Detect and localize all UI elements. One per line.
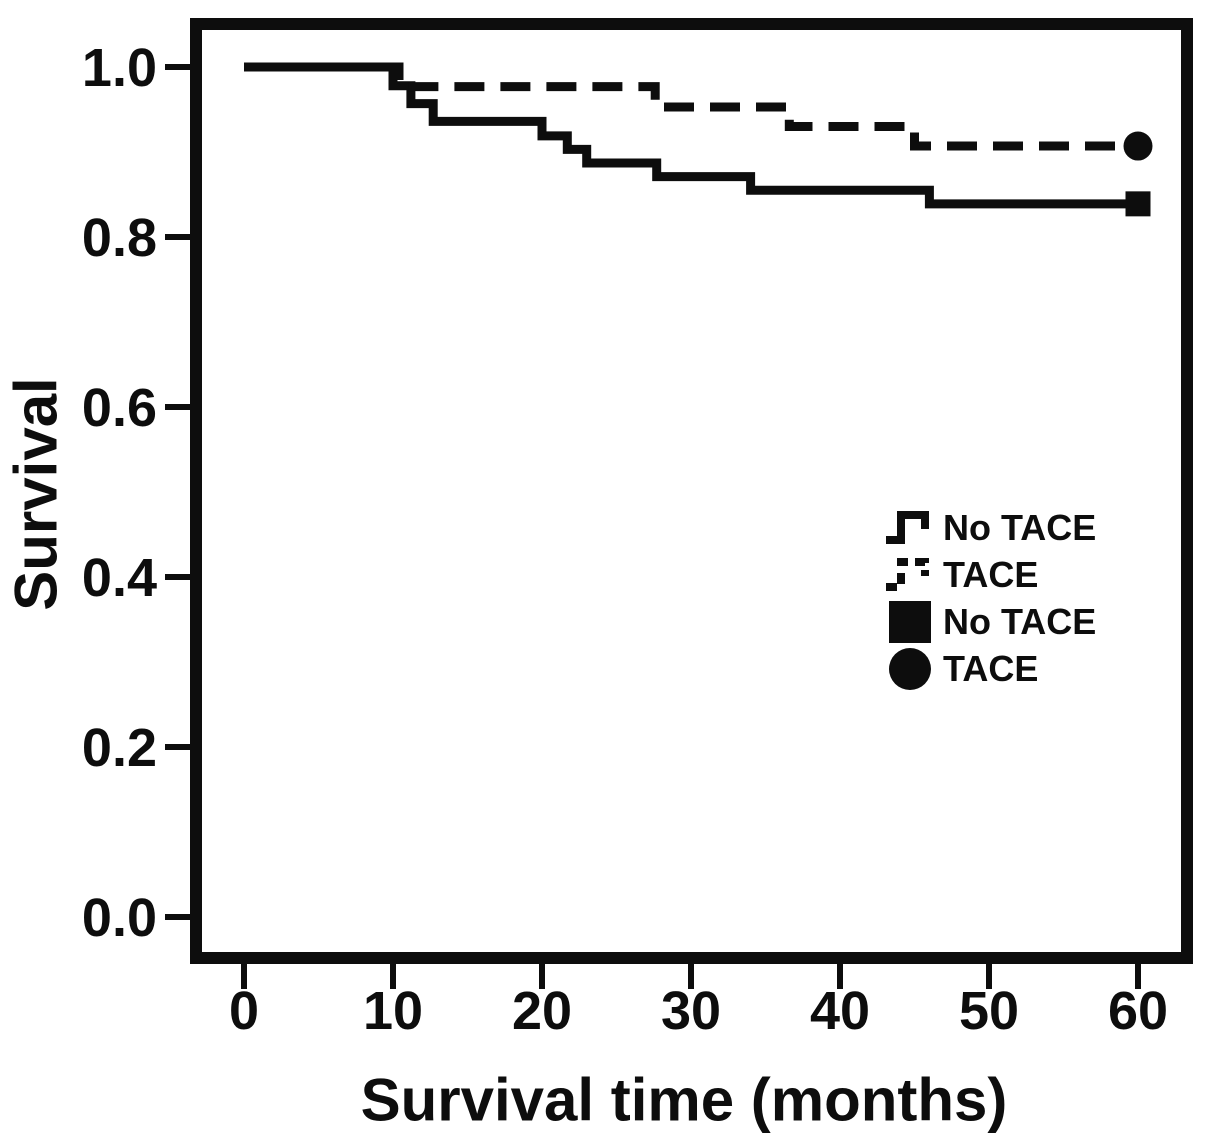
dashed-step-line-icon bbox=[884, 552, 938, 598]
filled-circle-icon bbox=[884, 646, 938, 692]
y-tick-label: 0.4 bbox=[82, 548, 157, 608]
y-tick-label: 0.8 bbox=[82, 208, 157, 268]
solid-step-line-icon bbox=[884, 505, 938, 551]
filled-square-icon bbox=[884, 599, 938, 645]
y-tick-label: 0.2 bbox=[82, 718, 157, 778]
plot-border bbox=[190, 18, 1193, 964]
legend-label: No TACE bbox=[943, 506, 1097, 548]
x-tick-label: 40 bbox=[810, 981, 870, 1041]
legend-label: TACE bbox=[943, 553, 1039, 595]
legend: No TACE TACE No TACE bbox=[884, 504, 1096, 692]
y-tick-label: 0.6 bbox=[82, 378, 157, 438]
x-tick-label: 60 bbox=[1108, 981, 1168, 1041]
kaplan-meier-curve-tace bbox=[244, 62, 1138, 151]
x-tick-label: 30 bbox=[661, 981, 721, 1041]
y-tick-label: 0.0 bbox=[82, 888, 157, 948]
legend-item-tace-marker: TACE bbox=[884, 645, 1096, 692]
legend-item-tace-line: TACE bbox=[884, 551, 1096, 598]
y-tick-label: 1.0 bbox=[82, 38, 157, 98]
legend-label: No TACE bbox=[943, 600, 1097, 642]
legend-item-no-tace-line: No TACE bbox=[884, 504, 1096, 551]
end-marker-circle bbox=[1123, 131, 1153, 161]
x-tick-label: 50 bbox=[959, 981, 1019, 1041]
kaplan-meier-curve-no-tace bbox=[244, 62, 1138, 209]
legend-item-no-tace-marker: No TACE bbox=[884, 598, 1096, 645]
x-tick-label: 10 bbox=[363, 981, 423, 1041]
x-tick-label: 20 bbox=[512, 981, 572, 1041]
x-tick-label: 0 bbox=[229, 981, 259, 1041]
end-marker-square bbox=[1125, 191, 1151, 217]
legend-label: TACE bbox=[943, 647, 1039, 689]
x-axis-title: Survival time (months) bbox=[360, 1066, 1008, 1134]
y-axis-title: Survival bbox=[2, 377, 70, 611]
